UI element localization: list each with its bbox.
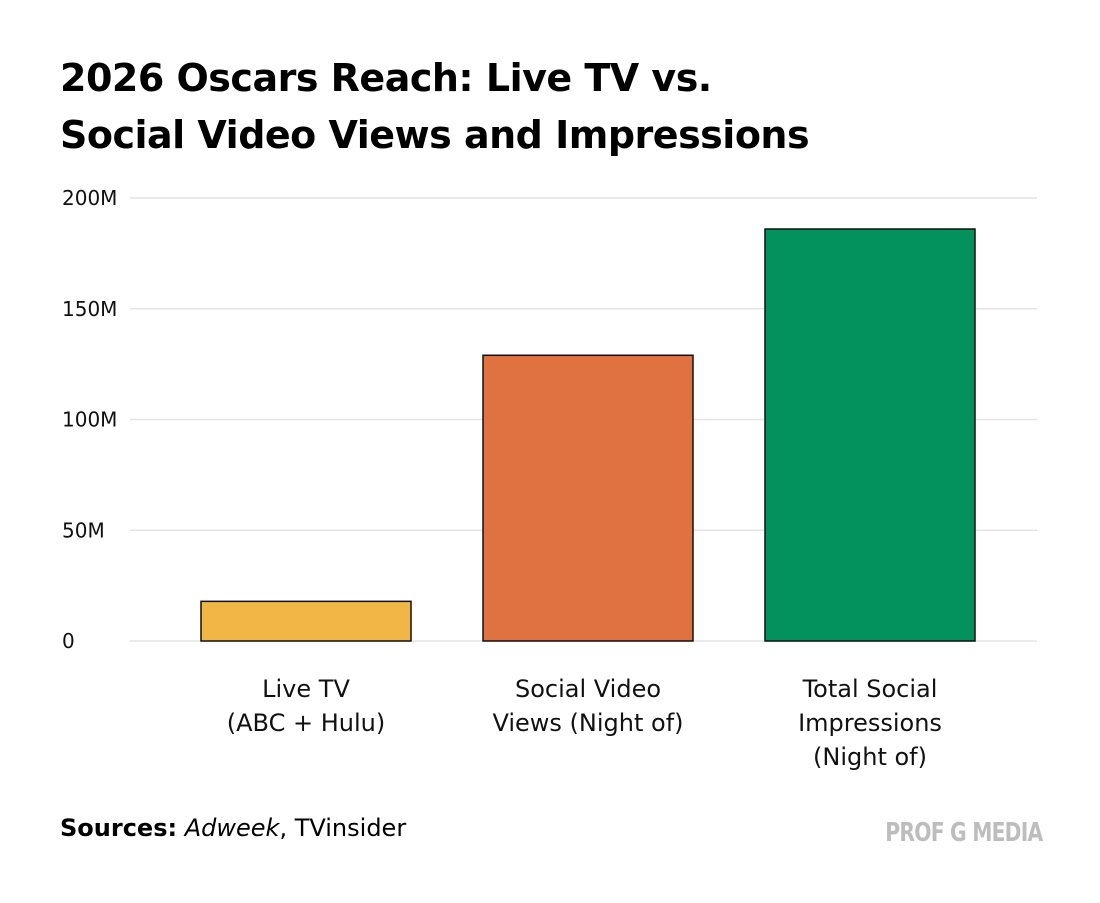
sources-note: Sources: Adweek, TVinsider [60,814,406,842]
bar [200,600,412,642]
sources-label: Sources: [60,814,178,842]
y-tick-label: 50M [62,518,105,542]
brand-logo-text: PROF G MEDIA [884,818,1043,848]
x-category-label: Impressions [798,709,942,737]
chart-title: 2026 Oscars Reach: Live TV vs. Social Vi… [60,50,1060,164]
source-adweek: Adweek [184,814,280,842]
chart-title-line-2: Social Video Views and Impressions [60,113,810,157]
x-category-label: (ABC + Hulu) [227,709,385,737]
x-category-label: Social Video [515,675,661,703]
y-tick-label: 200M [62,186,117,210]
bar [764,228,976,642]
chart-title-line-1: 2026 Oscars Reach: Live TV vs. [60,56,712,100]
x-category-label: Total Social [802,675,938,703]
source-tvinsider: , TVinsider [279,814,407,842]
x-category-label: Views (Night of) [492,709,683,737]
y-tick-label: 100M [62,408,117,432]
bar [482,354,694,642]
y-tick-label: 0 [62,629,75,653]
y-tick-label: 150M [62,297,117,321]
x-category-label: Live TV [262,675,350,703]
x-category-label: (Night of) [813,743,927,771]
bar-chart: 0 50M 100M 150M 200M Live TV (ABC + Hulu) Socia… [62,186,1037,771]
